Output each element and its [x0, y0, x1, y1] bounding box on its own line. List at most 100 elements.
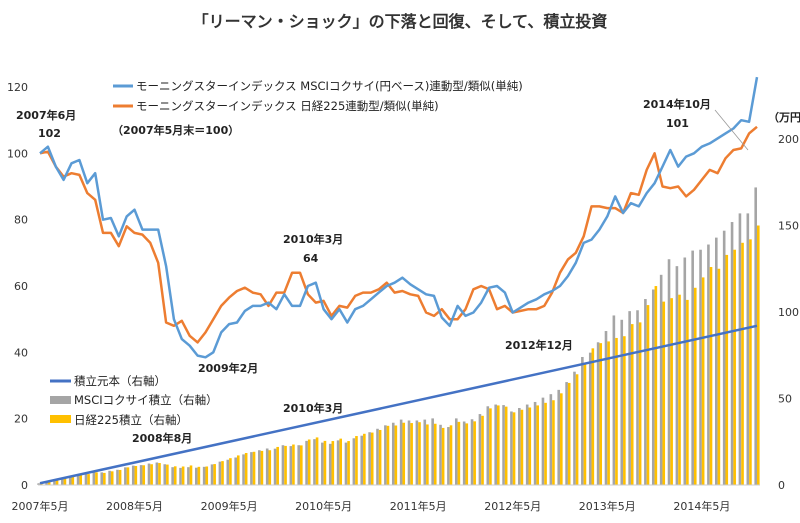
nikkei-bar — [504, 406, 508, 485]
msci-bar — [675, 266, 679, 485]
nikkei-bar — [213, 464, 216, 485]
nikkei-bar — [347, 441, 350, 485]
nikkei-bar — [331, 441, 335, 485]
msci-bar — [147, 463, 151, 485]
nikkei-bar — [678, 294, 681, 485]
msci-bar — [124, 467, 127, 485]
right-tick-label: 100 — [778, 306, 799, 319]
nikkei-bar — [473, 421, 476, 485]
msci-bar — [84, 473, 88, 485]
msci-bar — [691, 250, 694, 485]
nikkei-bar — [55, 479, 59, 485]
msci-bar — [431, 418, 434, 485]
x-tick-label: 2012年5月 — [484, 499, 541, 513]
msci-bar — [258, 450, 261, 485]
msci-bar — [376, 428, 379, 485]
msci-bar — [715, 237, 718, 485]
annotation-2010-03-value: 64 — [303, 252, 319, 265]
nikkei-line — [39, 125, 758, 344]
nikkei-bar — [339, 438, 343, 485]
msci-bar — [368, 432, 371, 485]
msci-bar — [722, 230, 726, 485]
msci-bar — [510, 411, 513, 485]
nikkei-bar — [260, 450, 264, 485]
nikkei-bar — [741, 242, 744, 485]
nikkei-bar — [418, 422, 421, 485]
msci-line — [39, 76, 759, 359]
left-tick-label: 60 — [14, 280, 28, 293]
msci-bar — [581, 356, 584, 485]
bars-layer — [37, 187, 760, 486]
legend-swatch-nikkei-bar — [50, 415, 71, 423]
msci-bar — [265, 448, 269, 485]
nikkei-bar — [79, 475, 82, 485]
axis-ticks: 0 20 40 60 80 100 120 0 50 100 150 200 2007年5月 2008年5… — [7, 81, 799, 513]
nikkei-bar — [142, 465, 146, 485]
nikkei-bar — [394, 425, 398, 485]
nikkei-bar — [158, 463, 161, 485]
annotation-2014-10: 2014年10月 — [643, 97, 711, 111]
msci-bar — [108, 470, 111, 485]
msci-bar — [250, 452, 253, 485]
nikkei-bar — [481, 415, 484, 485]
msci-bar — [328, 443, 332, 485]
nikkei-bar — [662, 301, 666, 485]
msci-bar — [447, 427, 450, 485]
msci-bar — [391, 422, 395, 485]
nikkei-bar — [693, 287, 697, 485]
right-axis-unit: （万円） — [768, 111, 800, 124]
x-tick-label: 2014年5月 — [673, 499, 730, 513]
msci-bar — [573, 371, 576, 485]
msci-bar — [297, 445, 301, 485]
msci-bar — [187, 467, 190, 485]
msci-bar — [502, 405, 505, 485]
leader-line-2014-10 — [714, 109, 749, 151]
nikkei-bar — [717, 268, 721, 485]
annotation-2012-12: 2012年12月 — [505, 338, 573, 352]
msci-bar — [486, 406, 490, 485]
nikkei-bar — [166, 464, 169, 485]
msci-bar — [699, 249, 702, 485]
x-tick-label: 2011年5月 — [390, 499, 447, 513]
nikkei-bar — [489, 408, 492, 485]
left-tick-label: 0 — [21, 479, 28, 492]
msci-bar — [194, 467, 198, 485]
msci-bar — [68, 476, 72, 485]
msci-bar — [344, 442, 348, 485]
msci-bar — [352, 438, 356, 485]
msci-bar — [738, 213, 742, 485]
msci-bar — [179, 467, 182, 485]
msci-bar — [407, 420, 411, 485]
annotation-2009-02: 2009年2月 — [198, 361, 258, 375]
msci-bar — [234, 457, 237, 485]
nikkei-bar — [630, 324, 634, 485]
nikkei-bar — [355, 436, 358, 485]
nikkei-bar — [323, 440, 327, 485]
nikkei-bar — [749, 239, 752, 485]
nikkei-bar — [252, 451, 256, 485]
nikkei-bar — [87, 474, 90, 485]
left-tick-label: 100 — [7, 147, 28, 160]
msci-bar — [683, 257, 687, 485]
msci-bar — [454, 418, 458, 485]
msci-bar — [746, 213, 750, 485]
principal-line — [39, 324, 758, 485]
nikkei-bar — [110, 471, 114, 485]
msci-bar — [37, 483, 40, 485]
legend-nikkei: モーニングスターインデックス 日経225連動型/類似(単純) — [136, 99, 439, 113]
nikkei-bar — [426, 424, 429, 485]
msci-bar — [226, 459, 230, 485]
nikkei-bar — [615, 337, 618, 485]
nikkei-bar — [496, 405, 500, 485]
msci-bar — [76, 474, 80, 485]
nikkei-bar — [315, 437, 319, 485]
msci-bar — [336, 440, 340, 485]
right-tick-label: 0 — [778, 479, 785, 492]
msci-bar — [754, 187, 757, 485]
msci-bar — [210, 464, 214, 485]
nikkei-bar — [575, 374, 579, 485]
chart-title: 「リーマン・ショック」の下落と回復、そして、積立投資 — [193, 12, 608, 31]
annotation-2007-06-value: 102 — [38, 127, 61, 140]
